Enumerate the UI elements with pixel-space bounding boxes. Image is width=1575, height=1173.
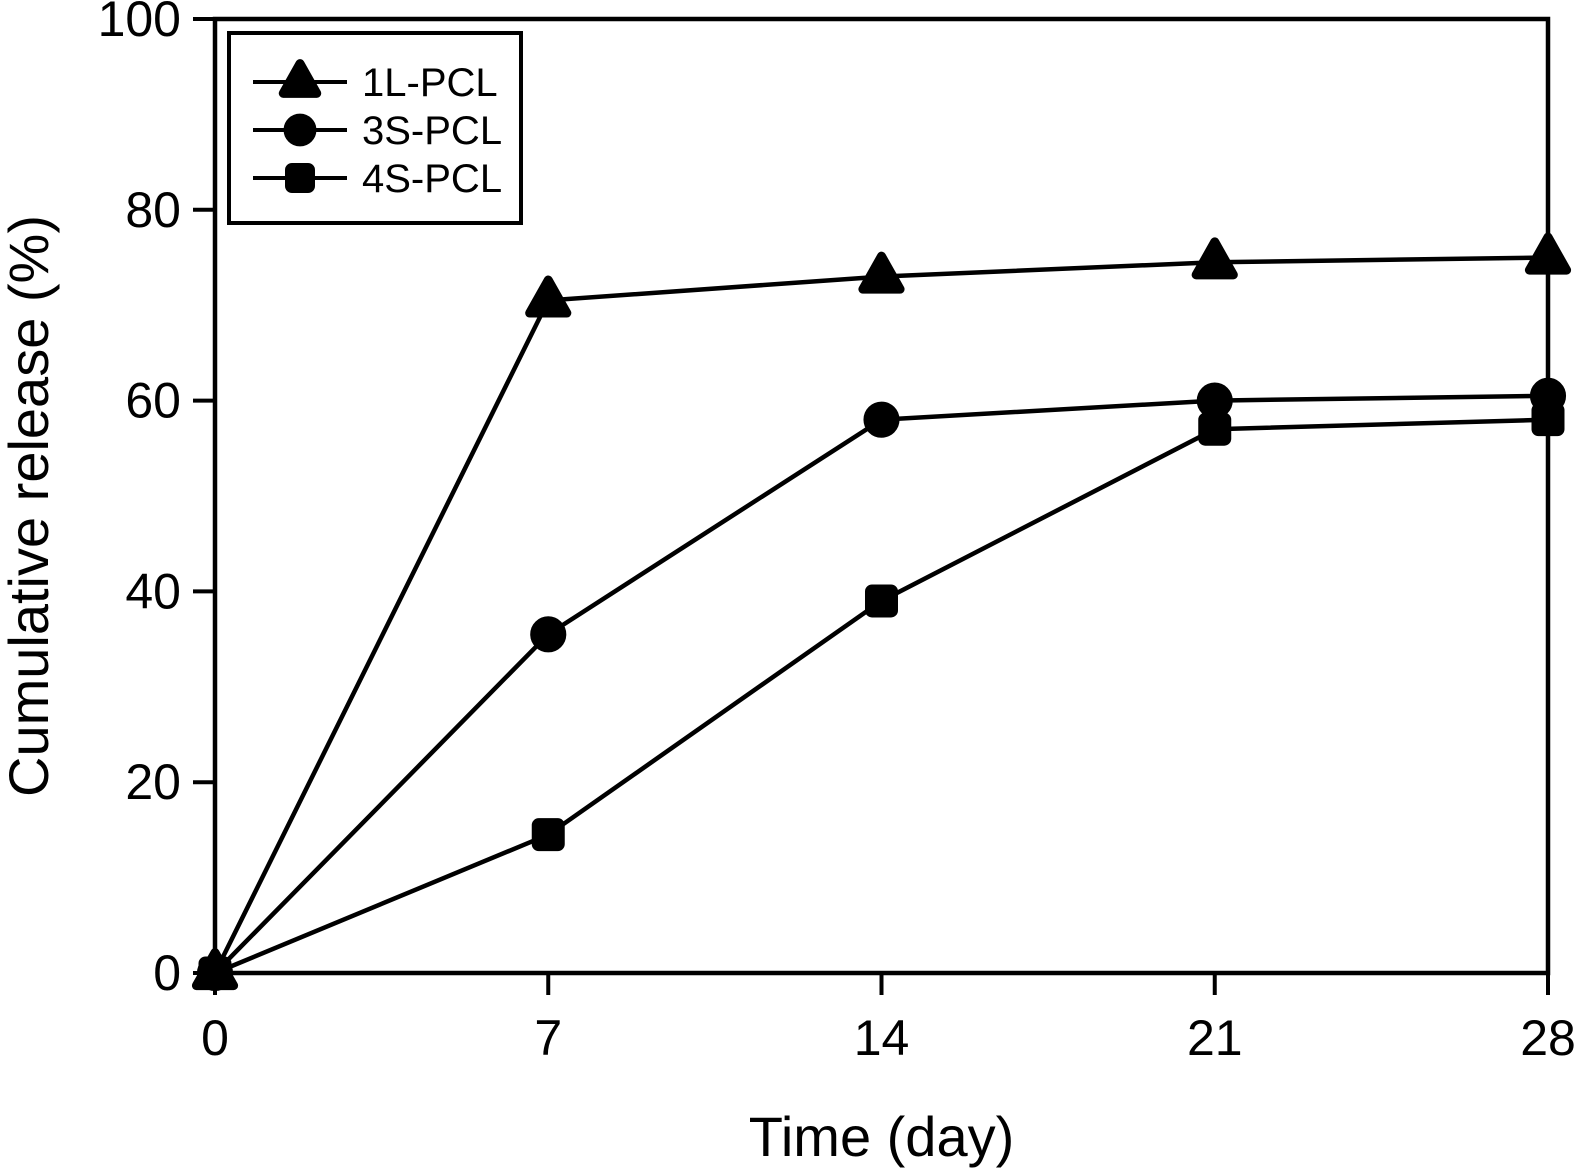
legend-entry-1L-PCL: 1L-PCL [253, 59, 498, 105]
x-tick-label: 14 [854, 1010, 910, 1066]
series-line-4S-PCL [214, 417, 1549, 976]
series-3S-PCL [196, 377, 1567, 992]
y-tick-label: 0 [153, 945, 181, 1001]
square-icon [285, 163, 315, 193]
x-tick-label: 0 [201, 1010, 229, 1066]
triangle-marker [858, 251, 905, 294]
y-axis-title: Cumulative release (%) [0, 215, 60, 797]
legend-label: 1L-PCL [362, 61, 498, 105]
triangle-icon [278, 59, 322, 98]
y-tick-label: 60 [125, 373, 181, 429]
x-tick-label: 7 [534, 1010, 562, 1066]
x-axis-title: Time (day) [749, 1105, 1015, 1168]
square-marker [1198, 412, 1232, 446]
triangle-marker [1191, 237, 1238, 280]
x-tick-label: 21 [1187, 1010, 1243, 1066]
circle-marker [530, 616, 567, 653]
square-marker [198, 956, 232, 990]
y-tick-label: 100 [98, 0, 181, 47]
circle-marker [863, 401, 900, 438]
legend-entry-3S-PCL: 3S-PCL [253, 109, 502, 153]
circle-icon [283, 113, 317, 147]
series-line-3S-PCL [213, 393, 1549, 975]
legend-entry-4S-PCL: 4S-PCL [253, 157, 502, 201]
circle-marker [1196, 382, 1233, 419]
legend-label: 4S-PCL [362, 157, 502, 201]
triangle-marker [525, 275, 572, 318]
square-marker [1531, 403, 1565, 437]
triangle-marker [1524, 232, 1572, 275]
y-tick-label: 40 [125, 563, 181, 619]
series-4S-PCL [198, 403, 1565, 990]
square-marker [865, 584, 898, 618]
legend-label: 3S-PCL [362, 109, 502, 153]
x-tick-label: 28 [1520, 1010, 1575, 1066]
y-tick-label: 80 [125, 182, 181, 238]
y-tick-label: 20 [125, 754, 181, 810]
square-marker [531, 818, 565, 852]
